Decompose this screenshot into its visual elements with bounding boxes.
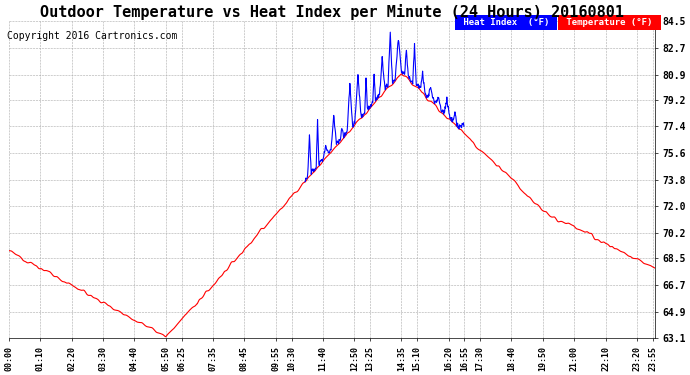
- Text: Heat Index  (°F): Heat Index (°F): [457, 18, 554, 27]
- Title: Outdoor Temperature vs Heat Index per Minute (24 Hours) 20160801: Outdoor Temperature vs Heat Index per Mi…: [40, 4, 624, 20]
- Text: Copyright 2016 Cartronics.com: Copyright 2016 Cartronics.com: [7, 32, 177, 41]
- Text: Temperature (°F): Temperature (°F): [561, 18, 658, 27]
